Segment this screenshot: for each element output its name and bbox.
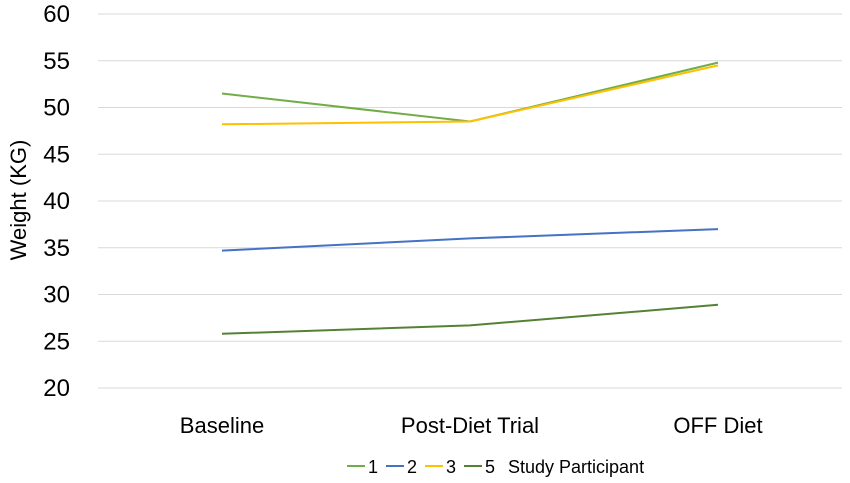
x-tick-label: Post-Diet Trial [401, 413, 539, 438]
x-tick-label: Baseline [180, 413, 264, 438]
y-tick-label: 35 [43, 235, 70, 262]
y-tick-label: 30 [43, 282, 70, 309]
y-tick-label: 40 [43, 188, 70, 215]
y-tick-labels: 20 25 30 35 40 45 50 55 60 [43, 1, 70, 402]
y-tick-label: 25 [43, 328, 70, 355]
legend-entry-label: 1 [368, 457, 378, 477]
legend-entry-label: 3 [446, 457, 456, 477]
y-tick-label: 60 [43, 1, 70, 28]
series-line-1 [221, 61, 719, 123]
y-tick-label: 20 [43, 375, 70, 402]
y-tick-label: 55 [43, 48, 70, 75]
legend-entry-label: 2 [407, 457, 417, 477]
gridlines [98, 13, 842, 389]
legend-title: Study Participant [508, 457, 644, 477]
y-axis-label: Weight (KG) [6, 140, 31, 261]
series-line-2 [221, 228, 719, 252]
x-tick-label: OFF Diet [673, 413, 762, 438]
y-tick-label: 50 [43, 95, 70, 122]
series-line-3 [221, 64, 719, 126]
legend-entry-label: 5 [485, 457, 495, 477]
x-tick-labels: Baseline Post-Diet Trial OFF Diet [180, 413, 763, 438]
series-lines [221, 61, 719, 335]
series-line-5 [221, 303, 719, 335]
y-tick-label: 45 [43, 141, 70, 168]
legend: 1 2 3 5 Study Participant [347, 457, 644, 477]
